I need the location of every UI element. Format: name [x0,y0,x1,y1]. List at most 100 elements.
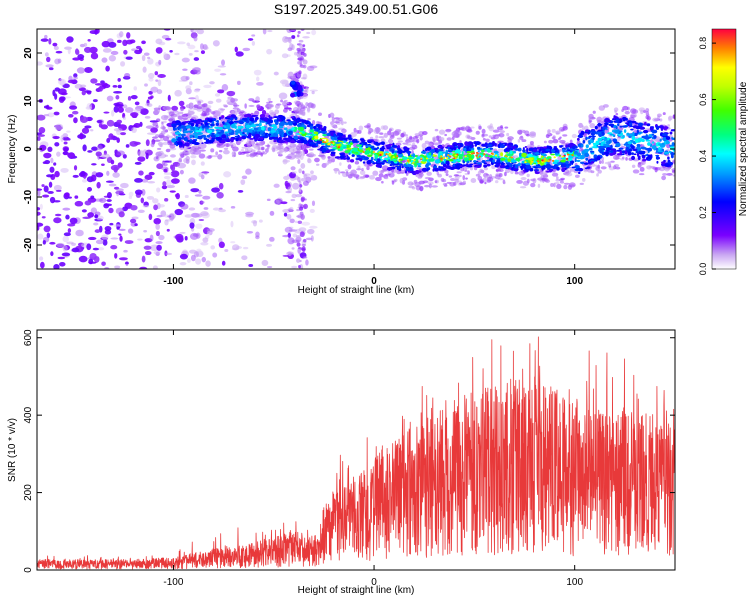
spectrogram-halo-blob [158,141,163,147]
spectrogram-ridge-blob [584,152,590,158]
spectrogram-ridge-blob [181,121,186,126]
spectrogram-halo-blob [198,153,206,159]
spectrogram-ridge-blob [560,163,565,168]
spectrogram-noise-blob [134,189,143,195]
spectrogram-halo-blob [307,158,312,164]
spectrogram-noise-blob [71,247,80,253]
spectrogram-ridge-blob [528,157,533,161]
spectrogram-noise-blob [60,135,64,142]
spectrogram-noise-blob [134,49,142,55]
spectrogram-ridge-blob [367,139,373,142]
spectrogram-ridge-blob [330,132,334,137]
spectrogram-halo-blob [308,148,314,151]
spectrogram-halo-blob [334,126,338,129]
snr-x-axis-label: Height of straight line (km) [298,585,415,596]
spectrogram-noise-blob [141,188,146,196]
spectrogram-noise-blob [73,165,78,171]
spectrogram-noise-blob [299,43,304,50]
spectrogram-ridge-blob [220,129,225,134]
spectrogram-ridge-blob [655,125,660,131]
spectrogram-noise-blob [84,90,92,93]
spectrogram-halo-blob [492,129,500,133]
spectrogram-noise-blob [161,185,168,190]
spectrogram-peak-blob [447,154,450,157]
spectrogram-noise-blob [57,256,66,260]
spectrogram-halo-blob [210,148,215,153]
spectrogram-noise-blob [287,75,296,80]
spectrogram-ridge-blob [235,132,239,136]
spectrogram-ridge-blob [468,158,474,161]
spectrogram-halo-blob [359,175,367,179]
spectrogram-halo-blob [199,149,206,152]
spectrogram-ridge-blob [229,117,234,121]
spectrogram-noise-blob [291,171,297,174]
spectrogram-noise-blob [101,153,110,159]
spectrogram-halo-blob [245,150,253,153]
spectrogram-halo-blob [604,161,612,165]
spectrogram-halo-blob [304,147,307,152]
spectrogram-halo-blob [497,140,504,143]
spectrogram-noise-blob [113,91,123,94]
spectrogram-noise-blob [46,174,53,178]
spectrogram-halo-blob [520,177,527,181]
spectrogram-ridge-blob [210,123,215,127]
y-tick-label: 0 [23,567,34,573]
colorbar-label: Normalized spectral amplitude [738,81,749,216]
spectrogram-ridge-blob [371,145,375,149]
spectrogram-ridge-blob [398,163,403,166]
spectrogram-noise-blob [147,58,154,65]
spectrogram-ridge-blob [203,127,209,129]
spectrogram-noise-blob [108,55,117,62]
spectrogram-halo-blob [529,133,536,138]
spectrogram-ridge-blob [471,154,475,159]
spectrogram-halo-blob [201,130,206,133]
spectrogram-ridge-blob [181,135,185,140]
spectrogram-noise-blob [118,193,126,196]
spectrogram-halo-blob [207,155,212,159]
spectrogram-halo-blob [155,124,159,129]
spectrogram-noise-blob [278,92,288,100]
spectrogram-ridge-blob [514,148,520,151]
spectrogram-ridge-blob [637,137,643,142]
spectrogram-ridge-blob [452,163,456,167]
spectrogram-halo-blob [152,141,155,145]
spectrogram-noise-blob [98,86,103,92]
spectrogram-halo-blob [347,164,352,170]
spectrogram-noise-blob [224,248,229,252]
spectrogram-noise-blob [175,233,184,241]
spectrogram-noise-blob [92,247,99,251]
spectrogram-noise-blob [96,119,103,124]
spectrogram-noise-blob [301,243,306,247]
spectrogram-noise-blob [81,178,88,183]
spectrogram-ridge-blob [367,154,373,157]
spectrogram-halo-blob [555,178,560,182]
spectrogram-noise-blob [60,167,69,173]
spectrogram-noise-blob [195,223,203,229]
spectrogram-noise-blob [302,44,306,48]
spectrogram-noise-blob [205,260,211,267]
spectrogram-ridge-blob [610,144,613,150]
spectrogram-ridge-blob [377,158,381,162]
spectrogram-ridge-blob [466,160,470,164]
spectrogram-peak-blob [565,157,569,160]
spectrogram-noise-blob [150,244,159,252]
spectrogram-noise-blob [241,255,248,261]
spectrogram-ridge-blob [651,133,655,136]
spectrogram-ridge-blob [339,155,344,159]
spectrogram-noise-blob [194,69,201,75]
spectrogram-ridge-blob [612,150,619,152]
spectrogram-peak-blob [543,160,546,163]
spectrogram-halo-blob [517,129,523,135]
spectrogram-halo-blob [601,160,604,164]
spectrogram-ridge-blob [251,114,256,118]
spectrogram-ridge-blob [624,150,628,155]
spectrogram-halo-blob [563,184,568,190]
spectrogram-noise-blob [37,225,40,231]
spectrogram-ridge-blob [572,145,576,150]
spectrogram-noise-blob [303,52,307,57]
spectrogram-ridge-blob [195,130,201,133]
spectrogram-halo-blob [434,128,439,132]
spectrogram-halo-blob [661,175,667,181]
spectrogram-halo-blob [615,166,621,170]
spectrogram-noise-blob [300,56,304,61]
